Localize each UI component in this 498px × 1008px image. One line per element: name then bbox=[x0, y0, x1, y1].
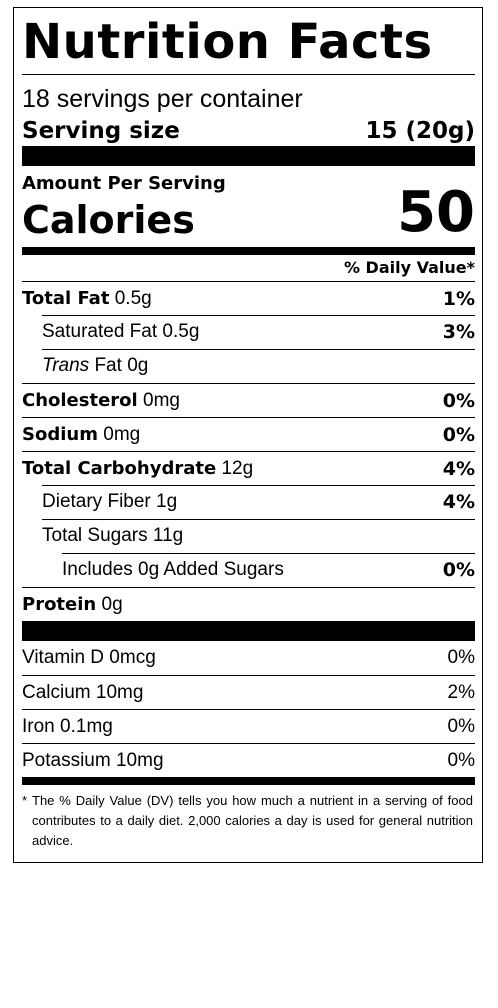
nutrient-dv: 0% bbox=[442, 389, 475, 412]
nutrient-dv: 1% bbox=[442, 287, 475, 310]
footnote-text: The % Daily Value (DV) tells you how muc… bbox=[32, 793, 473, 848]
medium-divider bbox=[22, 777, 475, 785]
nutrient-name: Sodium bbox=[22, 423, 98, 445]
nutrient-name: Protein bbox=[22, 593, 97, 615]
vitamin-dv: 0% bbox=[447, 647, 475, 668]
serving-size-value: 15 (20g) bbox=[365, 118, 475, 144]
thick-divider bbox=[22, 146, 475, 166]
nutrient-name: Cholesterol bbox=[22, 389, 138, 411]
nutrient-dv: 0% bbox=[442, 423, 475, 446]
vitamin-name: Vitamin D bbox=[22, 647, 105, 668]
servings-per-container: 18 servings per container bbox=[22, 85, 303, 113]
nutrient-row-saturated-fat: Saturated Fat 0.5g 3% bbox=[22, 315, 475, 349]
thick-divider bbox=[22, 621, 475, 641]
divider bbox=[22, 74, 475, 75]
nutrient-amount: 12g bbox=[221, 457, 254, 479]
nutrient-amount: 1g bbox=[156, 491, 178, 512]
nutrient-row-cholesterol: Cholesterol 0mg 0% bbox=[22, 383, 475, 417]
vitamin-dv: 0% bbox=[447, 715, 475, 737]
vitamin-dv: 0% bbox=[447, 749, 475, 771]
vitamin-amount: 0mcg bbox=[109, 647, 156, 668]
nutrient-name: Dietary Fiber bbox=[42, 491, 151, 512]
vitamin-row-potassium: Potassium 10mg 0% bbox=[22, 743, 475, 777]
nutrient-dv: 3% bbox=[442, 321, 475, 343]
calories-value: 50 bbox=[397, 180, 475, 245]
nutrient-name: Total Carbohydrate bbox=[22, 457, 217, 479]
medium-divider bbox=[22, 247, 475, 255]
nutrient-name-italic: Trans bbox=[42, 355, 90, 376]
serving-size-label: Serving size bbox=[22, 118, 180, 144]
nutrient-amount: 0.5g bbox=[162, 321, 200, 342]
nutrient-name: Total Fat bbox=[22, 287, 110, 309]
nutrient-dv: 4% bbox=[442, 491, 475, 513]
vitamin-row-vitamin-d: Vitamin D 0mcg 0% bbox=[22, 641, 475, 675]
vitamin-amount: 10mg bbox=[115, 749, 164, 771]
nutrient-row-dietary-fiber: Dietary Fiber 1g 4% bbox=[22, 485, 475, 519]
nutrient-name: Includes 0g Added Sugars bbox=[62, 559, 284, 580]
nutrient-row-added-sugars: Includes 0g Added Sugars 0% bbox=[22, 553, 475, 587]
vitamin-amount: 0.1mg bbox=[60, 715, 113, 737]
nutrient-amount: 0g bbox=[101, 593, 123, 615]
nutrient-row-sodium: Sodium 0mg 0% bbox=[22, 417, 475, 451]
nutrient-row-total-sugars: Total Sugars 11g bbox=[22, 519, 475, 553]
label-title: Nutrition Facts bbox=[22, 14, 433, 70]
nutrient-row-total-fat: Total Fat 0.5g 1% bbox=[22, 281, 475, 315]
nutrition-label: Nutrition Facts 18 servings per containe… bbox=[13, 7, 483, 863]
amount-per-serving: Amount Per Serving bbox=[22, 173, 226, 194]
nutrient-dv: 0% bbox=[442, 559, 475, 581]
footnote: * The % Daily Value (DV) tells you how m… bbox=[22, 791, 475, 851]
vitamin-name: Calcium bbox=[22, 681, 91, 703]
nutrient-dv: 4% bbox=[442, 457, 475, 480]
vitamin-dv: 2% bbox=[447, 681, 475, 703]
nutrient-amount: 0.5g bbox=[114, 287, 152, 309]
vitamin-amount: 10mg bbox=[95, 681, 144, 703]
serving-size-row: Serving size 15 (20g) bbox=[22, 113, 475, 146]
nutrient-row-total-carbohydrate: Total Carbohydrate 12g 4% bbox=[22, 451, 475, 485]
nutrient-row-protein: Protein 0g bbox=[22, 587, 475, 621]
vitamin-row-calcium: Calcium 10mg 2% bbox=[22, 675, 475, 709]
vitamin-row-iron: Iron 0.1mg 0% bbox=[22, 709, 475, 743]
nutrient-amount: 0mg bbox=[103, 423, 141, 445]
daily-value-header: % Daily Value* bbox=[343, 258, 475, 277]
nutrient-name: Saturated Fat bbox=[42, 321, 158, 342]
nutrient-amount: 0mg bbox=[143, 389, 180, 411]
nutrient-name-rest: Fat bbox=[94, 355, 122, 376]
footnote-asterisk: * bbox=[22, 793, 28, 808]
nutrient-amount: 0g bbox=[127, 355, 149, 376]
calories-label: Calories bbox=[22, 198, 195, 242]
nutrient-row-trans-fat: Trans Fat 0g bbox=[22, 349, 475, 383]
calories-row: Calories 50 bbox=[22, 185, 475, 242]
vitamin-name: Iron bbox=[22, 715, 55, 737]
nutrient-name: Total Sugars bbox=[42, 525, 148, 546]
vitamin-name: Potassium bbox=[22, 749, 111, 771]
nutrient-amount: 11g bbox=[152, 525, 184, 546]
